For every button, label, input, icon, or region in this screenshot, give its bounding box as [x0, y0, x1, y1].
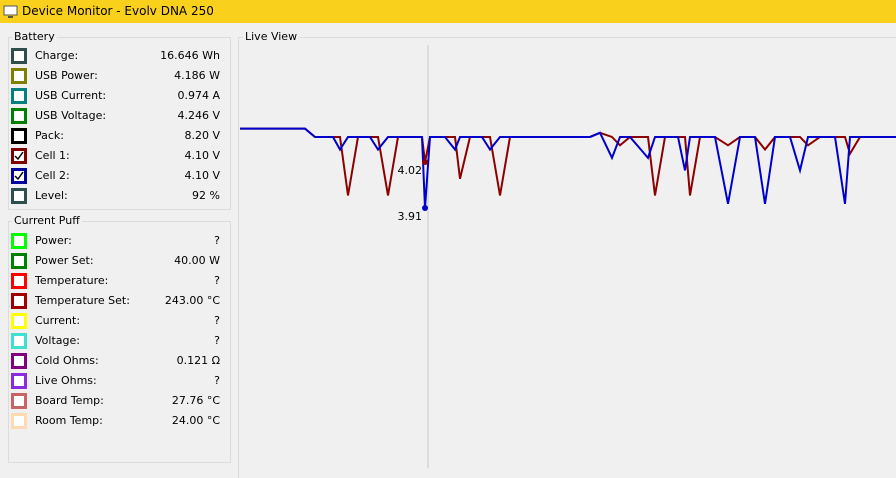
row-value: ? [214, 274, 220, 287]
checkbox[interactable] [11, 148, 27, 164]
row-label: USB Current: [35, 89, 107, 102]
checkbox[interactable] [11, 253, 27, 269]
checkbox[interactable] [11, 293, 27, 309]
row-label: Temperature: [35, 274, 109, 287]
app-icon [3, 5, 18, 18]
checkbox[interactable] [11, 333, 27, 349]
cursor-value-label: 4.02 [398, 164, 423, 177]
checkbox[interactable] [11, 313, 27, 329]
row-label: USB Power: [35, 69, 98, 82]
row-label: Power: [35, 234, 72, 247]
row-label: Cell 1: [35, 149, 70, 162]
series-line [240, 127, 896, 209]
checkbox[interactable] [11, 373, 27, 389]
row-label: Board Temp: [35, 394, 104, 407]
checkbox[interactable] [11, 128, 27, 144]
checkbox[interactable] [11, 233, 27, 249]
cursor-value-label: 3.91 [398, 210, 423, 223]
window-title: Device Monitor - Evolv DNA 250 [22, 4, 214, 18]
row-label: Cold Ohms: [35, 354, 99, 367]
live-view-group [238, 37, 896, 478]
checkbox[interactable] [11, 393, 27, 409]
row-value: ? [214, 314, 220, 327]
group-title: Live View [243, 30, 300, 43]
group-title: Battery [12, 30, 57, 43]
check-mark [14, 171, 24, 181]
row-label: Pack: [35, 129, 65, 142]
checkbox[interactable] [11, 68, 27, 84]
checkbox[interactable] [11, 188, 27, 204]
battery-group [8, 37, 231, 210]
live-chart: 4.02 3.91 [240, 45, 896, 468]
row-value: 24.00 °C [171, 414, 220, 427]
row-value: 16.646 Wh [160, 49, 220, 62]
current-puff-group [8, 221, 231, 463]
row-value: 92 % [192, 189, 220, 202]
checkbox[interactable] [11, 48, 27, 64]
checkbox[interactable] [11, 353, 27, 369]
row-label: Current: [35, 314, 81, 327]
row-label: Cell 2: [35, 169, 70, 182]
row-label: USB Voltage: [35, 109, 107, 122]
checkbox[interactable] [11, 108, 27, 124]
row-label: Charge: [35, 49, 79, 62]
row-label: Room Temp: [35, 414, 103, 427]
row-value: ? [214, 374, 220, 387]
check-mark [14, 151, 24, 161]
row-value: 40.00 W [174, 254, 220, 267]
row-value: 27.76 °C [171, 394, 220, 407]
checkbox[interactable] [11, 168, 27, 184]
checkbox[interactable] [11, 88, 27, 104]
row-value: 4.186 W [174, 69, 220, 82]
row-label: Power Set: [35, 254, 94, 267]
row-value: 4.10 V [184, 149, 220, 162]
row-value: ? [214, 234, 220, 247]
title-bar: Device Monitor - Evolv DNA 250 [0, 0, 896, 23]
checkbox[interactable] [11, 273, 27, 289]
cursor-point [422, 159, 428, 166]
row-value: 0.121 Ω [176, 354, 220, 367]
row-value: 243.00 °C [164, 294, 220, 307]
checkbox[interactable] [11, 413, 27, 429]
row-label: Voltage: [35, 334, 80, 347]
row-value: 0.974 A [177, 89, 220, 102]
cursor-point [422, 205, 428, 212]
row-value: 4.246 V [177, 109, 220, 122]
row-value: 4.10 V [184, 169, 220, 182]
row-value: ? [214, 334, 220, 347]
group-title: Current Puff [12, 214, 82, 227]
row-value: 8.20 V [184, 129, 220, 142]
row-label: Level: [35, 189, 68, 202]
row-label: Live Ohms: [35, 374, 97, 387]
row-label: Temperature Set: [35, 294, 130, 307]
